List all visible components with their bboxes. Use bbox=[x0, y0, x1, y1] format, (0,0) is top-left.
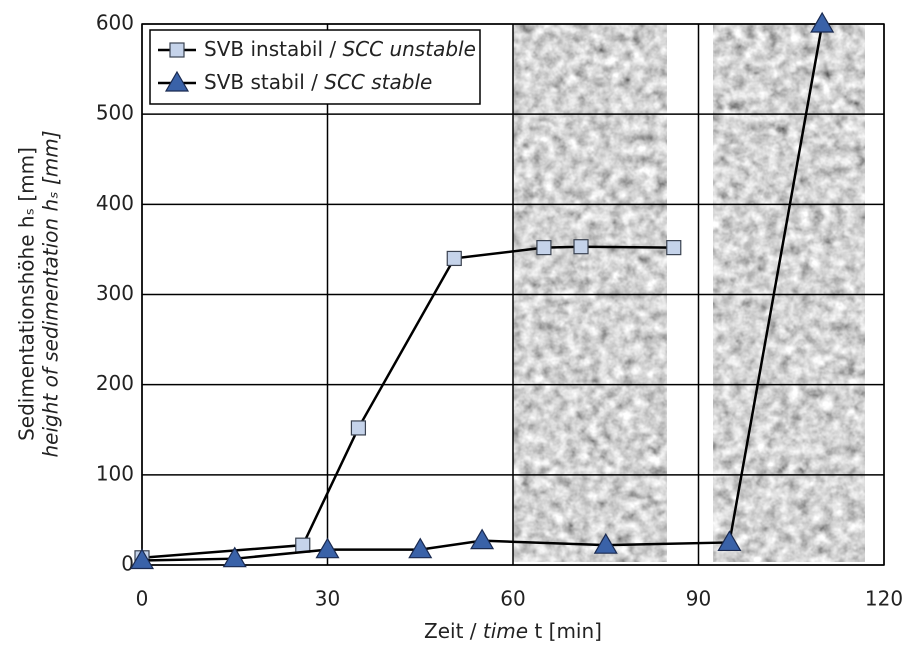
y-tick-label: 500 bbox=[96, 101, 134, 125]
legend-box bbox=[149, 29, 481, 105]
marker bbox=[717, 530, 742, 552]
photo bbox=[513, 24, 667, 562]
marker bbox=[593, 532, 618, 554]
x-tick-label: 60 bbox=[500, 587, 525, 611]
y-tick-label: 300 bbox=[96, 281, 134, 305]
y-tick-label: 200 bbox=[96, 371, 134, 395]
marker bbox=[470, 528, 495, 550]
marker bbox=[666, 240, 682, 256]
marker bbox=[573, 239, 589, 255]
x-tick-label: 30 bbox=[315, 587, 340, 611]
x-tick-label: 0 bbox=[136, 587, 149, 611]
x-tick-label: 90 bbox=[686, 587, 711, 611]
y-tick-label: 600 bbox=[96, 11, 134, 35]
y-tick-label: 0 bbox=[121, 552, 134, 576]
marker bbox=[810, 11, 835, 33]
marker bbox=[129, 548, 155, 570]
x-tick-label: 120 bbox=[865, 587, 903, 611]
marker bbox=[295, 537, 311, 553]
y-tick-label: 100 bbox=[96, 461, 134, 485]
legend-marker bbox=[164, 70, 190, 92]
x-axis-label: Zeit / time t [min] bbox=[424, 619, 602, 643]
marker bbox=[350, 420, 367, 436]
plot-frame bbox=[141, 23, 885, 566]
marker bbox=[446, 250, 462, 267]
legend-marker bbox=[169, 42, 185, 58]
marker bbox=[536, 240, 552, 256]
marker bbox=[315, 537, 340, 559]
line bbox=[141, 23, 824, 562]
y-axis-label: height of sedimentation hₛ [mm] bbox=[39, 130, 63, 457]
marker bbox=[408, 537, 433, 559]
legend-label: SVB stabil / SCC stable bbox=[204, 70, 432, 94]
marker bbox=[222, 546, 247, 568]
legend-label: SVB instabil / SCC unstable bbox=[204, 37, 476, 61]
photo bbox=[713, 24, 865, 562]
y-axis-label: Sedimentationshöhe hₛ [mm] bbox=[15, 147, 39, 441]
y-tick-label: 400 bbox=[96, 191, 134, 215]
